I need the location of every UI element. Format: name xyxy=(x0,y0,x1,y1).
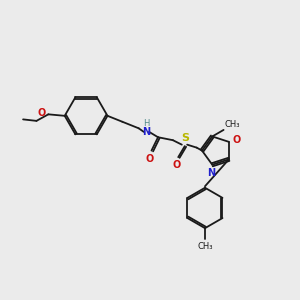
Text: H: H xyxy=(143,119,149,128)
Text: O: O xyxy=(146,154,154,164)
Text: CH₃: CH₃ xyxy=(197,242,213,250)
Text: O: O xyxy=(232,135,241,146)
Text: CH₃: CH₃ xyxy=(224,120,240,129)
Text: O: O xyxy=(172,160,181,170)
Text: N: N xyxy=(142,127,150,137)
Text: O: O xyxy=(38,108,46,118)
Text: S: S xyxy=(181,133,189,143)
Text: N: N xyxy=(207,168,215,178)
